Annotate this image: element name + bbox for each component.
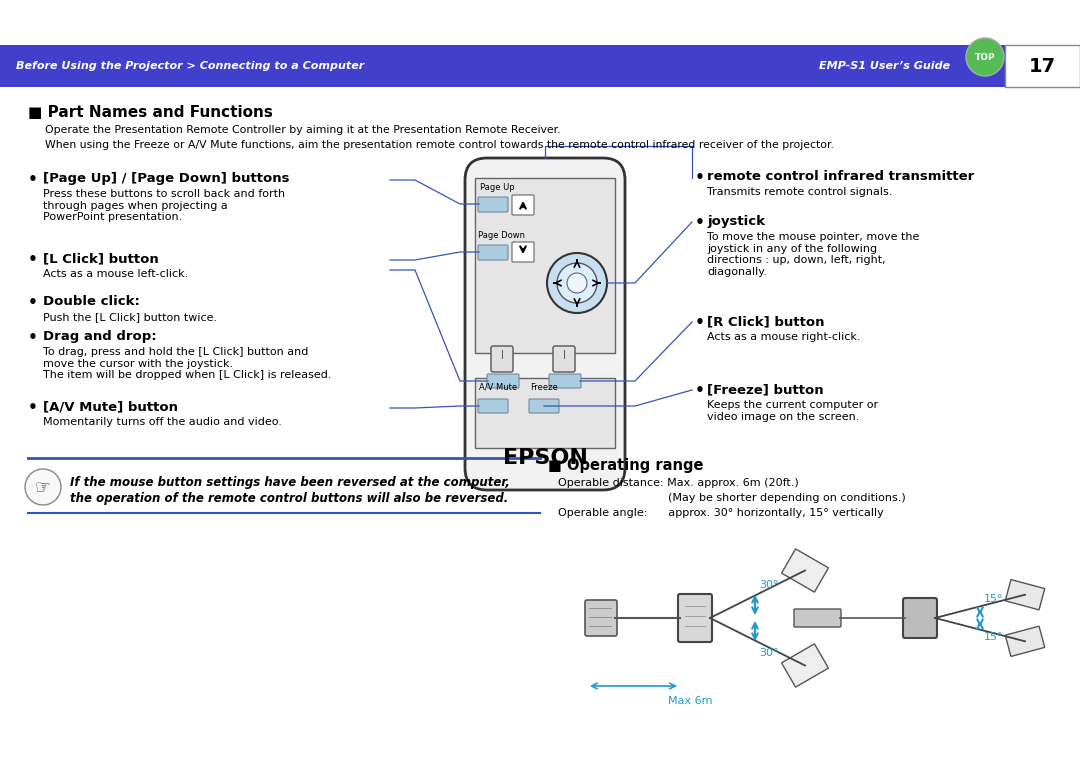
FancyBboxPatch shape — [585, 600, 617, 636]
FancyBboxPatch shape — [491, 346, 513, 372]
Text: •: • — [28, 330, 38, 345]
Text: 30°: 30° — [759, 648, 779, 658]
Text: (May be shorter depending on conditions.): (May be shorter depending on conditions.… — [669, 493, 906, 503]
Bar — [475, 378, 615, 448]
FancyBboxPatch shape — [903, 598, 937, 638]
Text: remote control infrared transmitter: remote control infrared transmitter — [707, 170, 974, 183]
Text: •: • — [28, 252, 38, 267]
Text: EMP-S1 User’s Guide: EMP-S1 User’s Guide — [819, 61, 950, 71]
Text: [A/V Mute] button: [A/V Mute] button — [43, 400, 178, 413]
Text: Operate the Presentation Remote Controller by aiming it at the Presentation Remo: Operate the Presentation Remote Controll… — [45, 125, 561, 135]
FancyBboxPatch shape — [553, 346, 575, 372]
Text: ■ Operating range: ■ Operating range — [548, 458, 703, 473]
FancyBboxPatch shape — [478, 197, 508, 212]
Polygon shape — [1005, 626, 1044, 656]
Text: •: • — [696, 315, 705, 330]
FancyBboxPatch shape — [487, 374, 519, 388]
FancyBboxPatch shape — [465, 158, 625, 490]
Text: 15°: 15° — [984, 594, 1003, 604]
Text: Page Down: Page Down — [478, 231, 525, 240]
Text: •: • — [28, 172, 38, 187]
Bar — [0, 45, 1080, 87]
Text: To drag, press and hold the [L Click] button and
move the cursor with the joysti: To drag, press and hold the [L Click] bu… — [43, 347, 332, 380]
FancyBboxPatch shape — [478, 399, 508, 413]
Circle shape — [567, 273, 588, 293]
FancyBboxPatch shape — [794, 609, 841, 627]
FancyBboxPatch shape — [512, 242, 534, 262]
Text: Press these buttons to scroll back and forth
through pages when projecting a
Pow: Press these buttons to scroll back and f… — [43, 189, 285, 222]
Text: TOP: TOP — [974, 53, 996, 62]
Text: Page Up: Page Up — [480, 183, 515, 192]
Text: If the mouse button settings have been reversed at the computer,: If the mouse button settings have been r… — [70, 476, 510, 489]
Text: Operable distance: Max. approx. 6m (20ft.): Operable distance: Max. approx. 6m (20ft… — [558, 478, 799, 488]
Text: Transmits remote control signals.: Transmits remote control signals. — [707, 187, 892, 197]
Text: •: • — [696, 383, 705, 398]
Bar — [475, 178, 615, 353]
Text: Acts as a mouse left-click.: Acts as a mouse left-click. — [43, 269, 188, 279]
Polygon shape — [1005, 580, 1044, 610]
FancyBboxPatch shape — [478, 245, 508, 260]
FancyBboxPatch shape — [529, 399, 559, 413]
FancyBboxPatch shape — [549, 374, 581, 388]
FancyBboxPatch shape — [678, 594, 712, 642]
Text: [R Click] button: [R Click] button — [707, 315, 824, 328]
Circle shape — [557, 263, 597, 303]
Text: Push the [L Click] button twice.: Push the [L Click] button twice. — [43, 312, 217, 322]
Text: Keeps the current computer or
video image on the screen.: Keeps the current computer or video imag… — [707, 400, 878, 422]
Circle shape — [25, 469, 60, 505]
Text: Momentarily turns off the audio and video.: Momentarily turns off the audio and vide… — [43, 417, 282, 427]
Circle shape — [546, 253, 607, 313]
Text: 17: 17 — [1028, 56, 1055, 76]
Text: Double click:: Double click: — [43, 295, 140, 308]
Text: Drag and drop:: Drag and drop: — [43, 330, 157, 343]
Text: •: • — [696, 170, 705, 185]
Text: EPSON: EPSON — [502, 448, 588, 468]
Circle shape — [966, 38, 1004, 76]
Polygon shape — [782, 644, 828, 687]
Text: A/V Mute: A/V Mute — [480, 383, 517, 392]
Text: Freeze: Freeze — [530, 383, 557, 392]
Text: [Page Up] / [Page Down] buttons: [Page Up] / [Page Down] buttons — [43, 172, 289, 185]
Text: Before Using the Projector > Connecting to a Computer: Before Using the Projector > Connecting … — [16, 61, 364, 71]
Text: the operation of the remote control buttons will also be reversed.: the operation of the remote control butt… — [70, 492, 509, 505]
Text: When using the Freeze or A/V Mute functions, aim the presentation remote control: When using the Freeze or A/V Mute functi… — [45, 140, 834, 150]
FancyBboxPatch shape — [512, 195, 534, 215]
Polygon shape — [782, 549, 828, 592]
Text: ■ Part Names and Functions: ■ Part Names and Functions — [28, 105, 273, 120]
Text: [Freeze] button: [Freeze] button — [707, 383, 824, 396]
Text: •: • — [28, 400, 38, 415]
Bar — [0, 0, 1080, 45]
Text: ☞: ☞ — [35, 478, 51, 496]
Text: [L Click] button: [L Click] button — [43, 252, 159, 265]
Text: •: • — [696, 215, 705, 230]
Text: •: • — [28, 295, 38, 310]
Text: Max 6m: Max 6m — [667, 696, 712, 706]
Text: 30°: 30° — [759, 580, 779, 590]
Bar — [1005, 45, 1080, 87]
Text: Operable angle:      approx. 30° horizontally, 15° vertically: Operable angle: approx. 30° horizontally… — [558, 508, 883, 518]
Text: 15°: 15° — [984, 632, 1003, 642]
Text: Acts as a mouse right-click.: Acts as a mouse right-click. — [707, 332, 861, 342]
Text: joystick: joystick — [707, 215, 765, 228]
Text: To move the mouse pointer, move the
joystick in any of the following
directions : To move the mouse pointer, move the joys… — [707, 232, 919, 277]
